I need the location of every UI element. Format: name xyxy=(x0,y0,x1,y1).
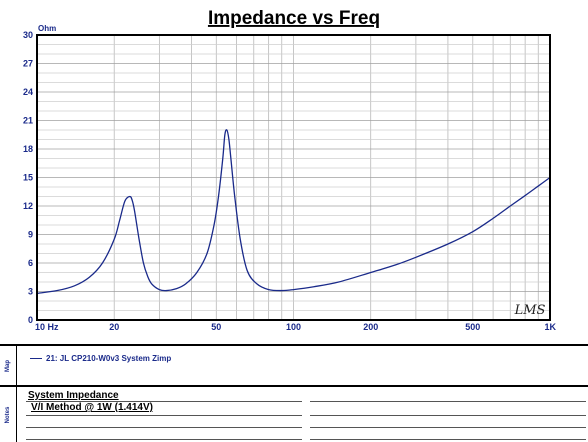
y-axis-ticks: 0 3 6 9 12 15 18 21 24 27 30 xyxy=(23,30,33,325)
y-tick-label: 21 xyxy=(23,116,33,126)
y-tick-label: 24 xyxy=(23,87,33,97)
notes-panel-tag: Notes xyxy=(0,387,17,442)
legend-entry: 21: JL CP210-W0v3 System Zimp xyxy=(30,354,171,363)
impedance-curve xyxy=(36,129,551,295)
plot-frame xyxy=(36,34,551,321)
notes-rule xyxy=(310,439,586,440)
x-axis-ticks: 10 Hz 20 50 100 200 500 1K xyxy=(35,322,556,332)
map-tag-label: Map xyxy=(5,360,11,372)
y-tick-label: 6 xyxy=(28,258,33,268)
notes-panel: Notes System Impedance V/I Method @ 1W (… xyxy=(0,385,588,442)
notes-rule xyxy=(310,415,586,416)
notes-rule xyxy=(26,427,302,428)
notes-line-2: V/I Method @ 1W (1.414V) xyxy=(31,402,153,413)
grid xyxy=(37,35,550,320)
y-tick-label: 27 xyxy=(23,59,33,69)
notes-rule xyxy=(26,439,302,440)
chart-title: Impedance vs Freq xyxy=(208,8,380,29)
legend-entry-label: 21: JL CP210-W0v3 System Zimp xyxy=(46,354,172,363)
x-tick-label: 500 xyxy=(465,322,480,332)
y-tick-label: 30 xyxy=(23,30,33,40)
x-tick-label: 100 xyxy=(286,322,301,332)
y-axis-unit-label: Ohm xyxy=(38,24,56,33)
notes-line-1: System Impedance xyxy=(28,390,119,401)
impedance-chart: Impedance vs Freq Ohm 0 3 6 9 12 15 18 21 24 27 30… xyxy=(23,8,557,332)
y-tick-label: 9 xyxy=(28,230,33,240)
y-tick-label: 18 xyxy=(23,144,33,154)
legend-swatch xyxy=(30,358,42,359)
lms-watermark: LMS xyxy=(514,303,546,318)
x-tick-label: 20 xyxy=(109,322,119,332)
y-tick-label: 15 xyxy=(23,173,33,183)
map-panel: Map 21: JL CP210-W0v3 System Zimp xyxy=(0,344,588,386)
notes-rule xyxy=(310,401,586,402)
notes-tag-label: Notes xyxy=(5,406,11,423)
notes-rule xyxy=(26,415,302,416)
x-tick-label: 50 xyxy=(211,322,221,332)
x-tick-label: 10 Hz xyxy=(35,322,59,332)
x-tick-label: 1K xyxy=(544,322,556,332)
y-tick-label: 3 xyxy=(28,287,33,297)
y-tick-label: 0 xyxy=(28,315,33,325)
map-panel-tag: Map xyxy=(0,346,17,386)
notes-rule xyxy=(310,427,586,428)
x-tick-label: 200 xyxy=(363,322,378,332)
y-tick-label: 12 xyxy=(23,201,33,211)
notes-rule xyxy=(26,401,302,402)
